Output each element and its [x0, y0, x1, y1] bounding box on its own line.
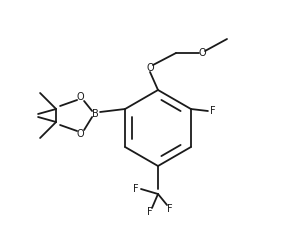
Text: O: O [76, 92, 84, 102]
Text: O: O [146, 63, 154, 73]
Text: B: B [92, 109, 98, 119]
Text: F: F [147, 207, 153, 217]
Text: O: O [76, 129, 84, 139]
Text: F: F [210, 106, 216, 116]
Text: O: O [198, 48, 206, 58]
Text: F: F [167, 204, 173, 214]
Text: F: F [133, 184, 139, 194]
